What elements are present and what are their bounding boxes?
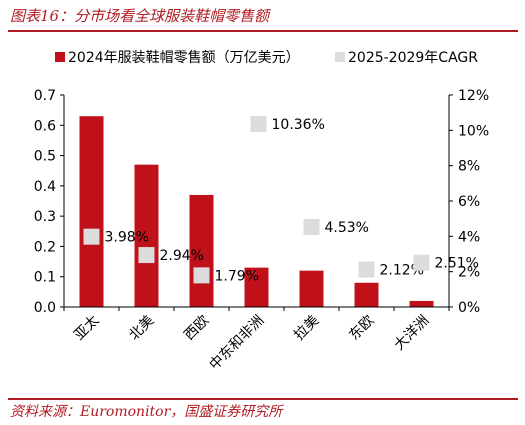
x-tick-label: 北美 <box>126 313 157 344</box>
left-tick-label: 0.7 <box>34 88 56 104</box>
bar <box>134 164 159 307</box>
cagr-data-label: 4.53% <box>325 220 369 236</box>
bar <box>244 267 269 307</box>
cagr-marker <box>358 261 375 278</box>
x-tick-label: 拉美 <box>291 313 322 344</box>
cagr-data-label: 1.79% <box>215 268 259 284</box>
left-tick-label: 0.0 <box>34 300 56 316</box>
x-tick-label: 东欧 <box>346 313 377 344</box>
bar <box>189 194 214 307</box>
cagr-data-label: 2.51% <box>435 256 479 272</box>
bar <box>354 282 379 307</box>
left-tick-label: 0.1 <box>34 270 56 286</box>
right-tick-label: 10% <box>458 123 489 139</box>
bar <box>409 300 434 307</box>
cagr-series: 3.98% 2.94% 1.79% 10.36% 4.53% 2.12% 2.51% <box>83 115 479 284</box>
right-tick-label: 0% <box>458 300 480 316</box>
legend-label-retail: 2024年服装鞋帽零售额（万亿美元） <box>68 50 300 66</box>
x-tick-label: 大洋洲 <box>391 313 432 354</box>
cagr-marker <box>250 115 267 132</box>
bar-series <box>79 116 434 307</box>
title-divider <box>8 30 518 32</box>
left-tick-label: 0.2 <box>34 239 56 255</box>
right-tick-label: 4% <box>458 229 480 245</box>
bar <box>299 270 324 307</box>
source-divider <box>8 398 518 400</box>
right-tick-label: 2% <box>458 265 480 281</box>
cagr-marker <box>413 254 430 271</box>
cagr-data-label: 2.94% <box>160 248 204 264</box>
legend-swatch-retail <box>55 52 65 62</box>
legend-label-cagr: 2025-2029年CAGR <box>348 50 478 66</box>
x-tick-label: 中东和非洲 <box>207 313 268 374</box>
left-tick-label: 0.4 <box>34 179 56 195</box>
x-tick-label: 亚太 <box>71 313 102 344</box>
bar <box>79 116 104 307</box>
right-tick-label: 8% <box>458 159 480 175</box>
left-tick-label: 0.5 <box>34 149 56 165</box>
cagr-data-label: 10.36% <box>272 117 325 133</box>
legend-swatch-cagr <box>335 52 345 62</box>
cagr-marker <box>138 247 155 264</box>
source-note: 资料来源：Euromonitor，国盛证券研究所 <box>10 404 283 420</box>
left-tick-label: 0.3 <box>34 209 56 225</box>
cagr-marker <box>83 228 100 245</box>
figure-title: 图表16：分市场看全球服装鞋帽零售额 <box>10 7 270 25</box>
cagr-marker <box>193 267 210 284</box>
cagr-marker <box>303 218 320 235</box>
chart-legend: 2024年服装鞋帽零售额（万亿美元） 2025-2029年CAGR <box>55 50 478 66</box>
right-tick-label: 6% <box>458 194 480 210</box>
right-tick-label: 12% <box>458 88 489 104</box>
left-tick-label: 0.6 <box>34 118 56 134</box>
cagr-data-label: 2.12% <box>380 263 424 279</box>
x-tick-label: 西欧 <box>181 313 212 344</box>
cagr-data-label: 3.98% <box>105 230 149 246</box>
